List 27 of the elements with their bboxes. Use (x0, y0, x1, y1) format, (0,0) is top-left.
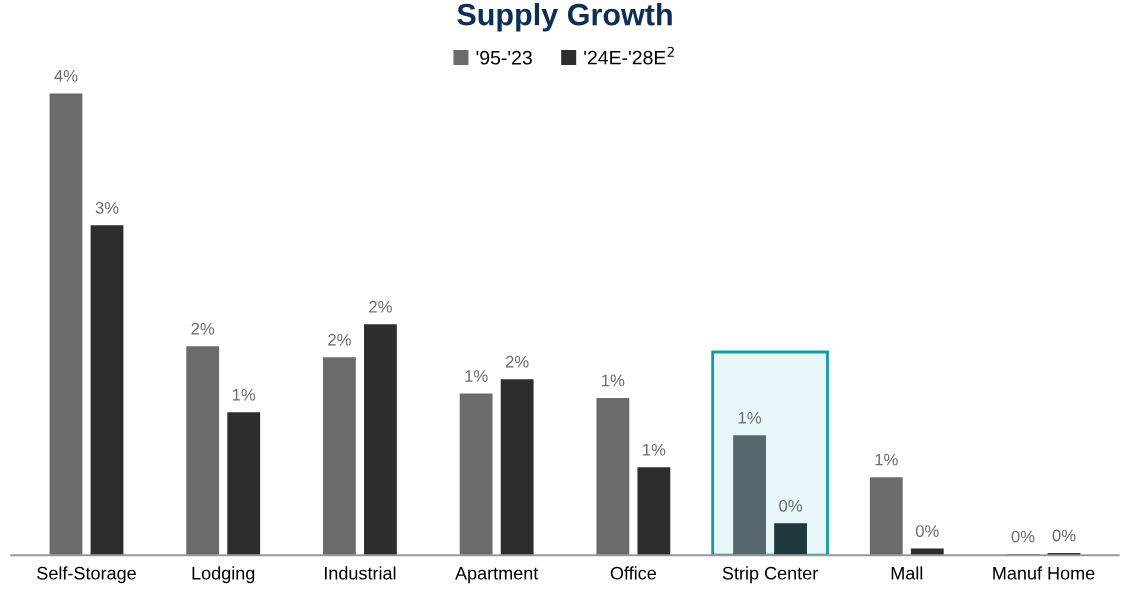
x-tick-label: Apartment (455, 566, 539, 584)
data-label: 2% (369, 300, 392, 313)
data-label: 0% (779, 499, 803, 512)
data-label: 2% (191, 322, 215, 335)
x-tick-label: Self-Storage (37, 566, 136, 584)
x-tick-label: Mall (891, 566, 923, 580)
x-tick-label: Strip Center (722, 566, 818, 584)
legend-label: '95-'23 (476, 50, 532, 65)
data-label: 0% (1011, 530, 1035, 543)
data-label: 4% (54, 70, 78, 82)
x-tick-label: Manuf Home (993, 566, 1095, 580)
data-label: 0% (1052, 529, 1076, 542)
data-label: 1% (232, 388, 256, 401)
data-label: 2% (328, 333, 351, 346)
data-label: 1% (738, 412, 762, 424)
x-tick-label: Lodging (192, 566, 255, 584)
data-label: 3% (95, 201, 119, 214)
data-label: 1% (875, 453, 898, 466)
data-label: 1% (465, 370, 488, 382)
chart-title: Supply Growth (457, 2, 672, 32)
data-label: 2% (505, 355, 529, 368)
x-tick-label: Office (610, 566, 656, 580)
data-label: 1% (602, 374, 625, 387)
data-label: 1% (643, 443, 666, 456)
x-tick-label: Industrial (324, 566, 396, 580)
data-label: 0% (915, 525, 939, 537)
legend-label: '24E-'28E$^{2}$ (584, 46, 674, 65)
